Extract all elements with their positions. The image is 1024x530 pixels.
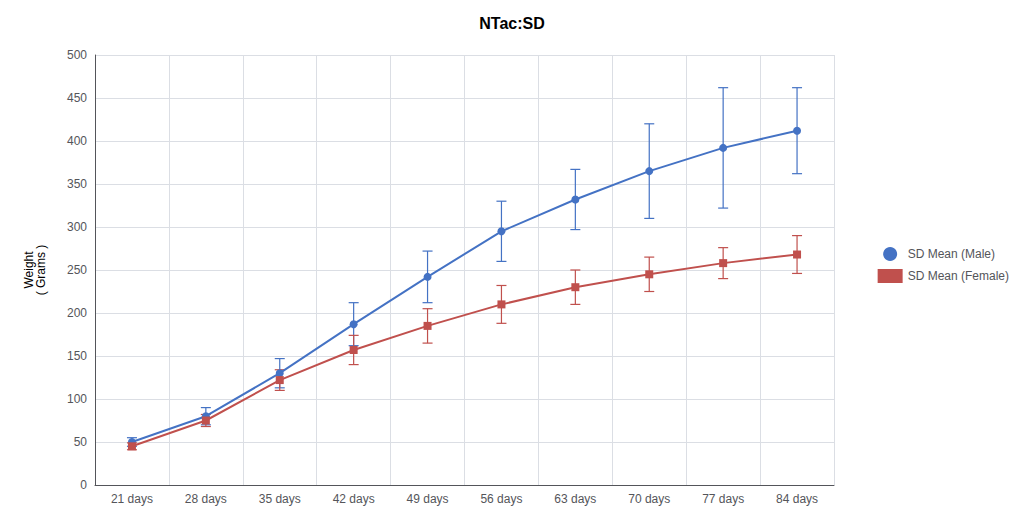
svg-text:400: 400: [67, 134, 87, 148]
svg-text:300: 300: [67, 220, 87, 234]
svg-text:77 days: 77 days: [702, 492, 744, 506]
svg-text:63 days: 63 days: [554, 492, 596, 506]
svg-text:150: 150: [67, 349, 87, 363]
svg-text:200: 200: [67, 306, 87, 320]
svg-text:42 days: 42 days: [333, 492, 375, 506]
svg-text:500: 500: [67, 48, 87, 62]
svg-text:350: 350: [67, 177, 87, 191]
svg-text:250: 250: [67, 263, 87, 277]
svg-text:450: 450: [67, 91, 87, 105]
svg-text:50: 50: [74, 435, 88, 449]
svg-text:( Grams ): ( Grams ): [34, 245, 48, 296]
svg-text:56 days: 56 days: [480, 492, 522, 506]
svg-text:NTac:SD: NTac:SD: [479, 15, 545, 32]
svg-text:28 days: 28 days: [185, 492, 227, 506]
svg-text:Weight: Weight: [22, 251, 36, 289]
svg-text:70 days: 70 days: [628, 492, 670, 506]
svg-text:0: 0: [80, 478, 87, 492]
svg-text:35 days: 35 days: [259, 492, 301, 506]
svg-text:100: 100: [67, 392, 87, 406]
svg-text:SD Mean (Male): SD Mean (Male): [908, 247, 995, 261]
svg-text:84 days: 84 days: [776, 492, 818, 506]
svg-text:SD Mean (Female): SD Mean (Female): [908, 269, 1009, 283]
svg-text:21 days: 21 days: [111, 492, 153, 506]
svg-text:49 days: 49 days: [407, 492, 449, 506]
